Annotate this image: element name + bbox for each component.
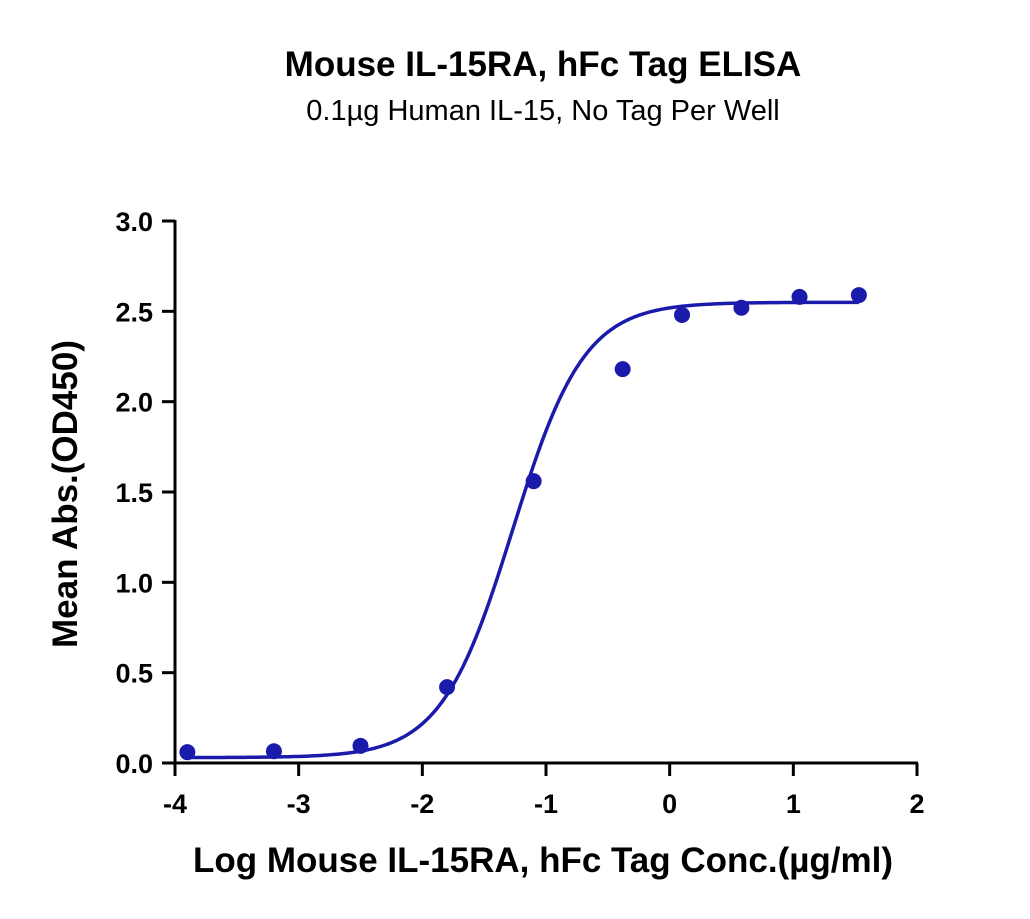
y-tick-label: 2.0: [115, 388, 153, 418]
y-tick-label: 0.5: [115, 659, 153, 689]
y-tick-label: 3.0: [115, 207, 153, 237]
chart-subtitle: 0.1µg Human IL-15, No Tag Per Well: [306, 95, 779, 127]
data-point: [850, 287, 867, 304]
x-tick-label: 2: [909, 789, 924, 819]
x-tick-label: -4: [163, 789, 187, 819]
x-tick-label: -3: [287, 789, 311, 819]
data-point: [179, 744, 196, 761]
data-point: [791, 288, 808, 305]
x-tick-label: -1: [534, 789, 558, 819]
data-point: [439, 679, 456, 696]
data-point: [352, 737, 369, 754]
x-axis: -4 -3 -2 -1 0 1 2: [163, 761, 925, 819]
data-point: [265, 743, 282, 760]
data-point: [614, 361, 631, 378]
fit-curve-group: [187, 300, 859, 760]
y-axis: 0.0 0.5 1.0 1.5 2.0 2.5 3.0: [115, 207, 177, 779]
x-tick-label: 0: [662, 789, 677, 819]
data-point: [674, 306, 691, 323]
y-tick-label: 1.5: [115, 478, 153, 508]
chart-title: Mouse IL-15RA, hFc Tag ELISA: [285, 45, 802, 84]
data-point: [525, 473, 542, 490]
x-axis-label: Log Mouse IL-15RA, hFc Tag Conc.(µg/ml): [193, 841, 893, 880]
fit-curve: [187, 300, 859, 760]
y-axis-label: Mean Abs.(OD450): [46, 340, 85, 648]
y-tick-label: 2.5: [115, 297, 153, 327]
x-tick-label: 1: [786, 789, 801, 819]
y-tick-label: 0.0: [115, 749, 153, 779]
data-points-group: [179, 287, 867, 761]
data-point: [733, 299, 750, 316]
x-tick-label: -2: [410, 789, 434, 819]
y-tick-label: 1.0: [115, 568, 153, 598]
